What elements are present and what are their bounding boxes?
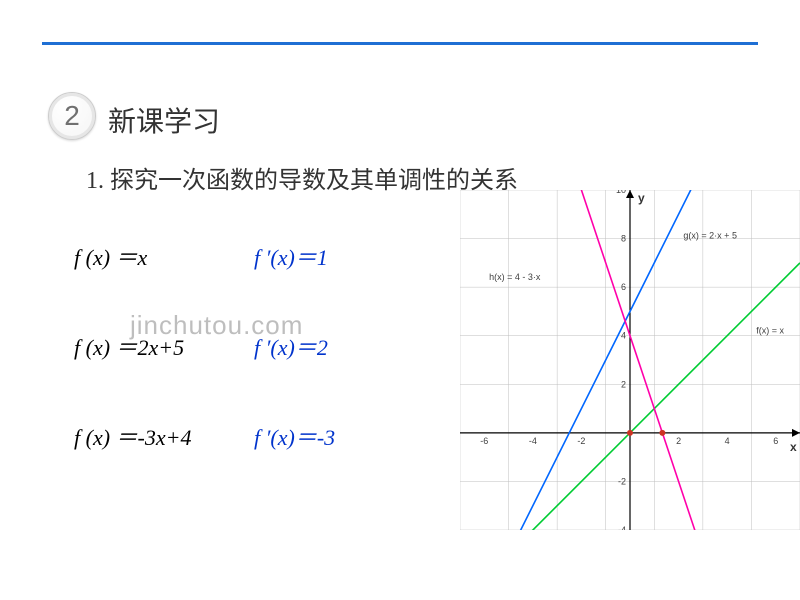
equation-list: f (x) ＝x f ′(x)＝1 f (x) ＝2x+5 f ′(x)＝2 f…: [74, 240, 434, 510]
equation-func: f (x) ＝-3x+4: [74, 420, 254, 452]
svg-text:h(x) = 4 - 3·x: h(x) = 4 - 3·x: [489, 272, 541, 282]
section-title: 新课学习: [108, 100, 220, 140]
svg-text:6: 6: [773, 436, 778, 446]
svg-text:-6: -6: [480, 436, 488, 446]
svg-text:y: y: [638, 191, 645, 205]
header-divider: [42, 42, 758, 45]
equation-deriv: f ′(x)＝1: [254, 240, 328, 272]
svg-text:8: 8: [621, 234, 626, 244]
equation-func: f (x) ＝2x+5: [74, 330, 254, 362]
equation-row: f (x) ＝2x+5 f ′(x)＝2: [74, 330, 434, 362]
svg-text:x: x: [790, 440, 797, 454]
svg-text:2: 2: [621, 379, 626, 389]
svg-text:2: 2: [676, 436, 681, 446]
section-number-badge: 2: [48, 92, 96, 140]
equation-deriv: f ′(x)＝-3: [254, 420, 335, 452]
svg-text:4: 4: [621, 331, 626, 341]
section-number: 2: [64, 100, 80, 132]
svg-text:6: 6: [621, 282, 626, 292]
svg-text:f(x) = x: f(x) = x: [756, 325, 784, 335]
svg-text:4: 4: [725, 436, 730, 446]
equation-deriv: f ′(x)＝2: [254, 330, 328, 362]
equation-row: f (x) ＝-3x+4 f ′(x)＝-3: [74, 420, 434, 452]
svg-text:-2: -2: [577, 436, 585, 446]
svg-text:-2: -2: [618, 476, 626, 486]
svg-text:g(x) = 2·x + 5: g(x) = 2·x + 5: [683, 231, 737, 241]
svg-text:-4: -4: [618, 525, 626, 530]
svg-text:-4: -4: [529, 436, 537, 446]
equation-row: f (x) ＝x f ′(x)＝1: [74, 240, 434, 272]
linear-functions-chart: -6 -4 -2 2 4 6 -4 -2 2 4 6 8 10 x y f(x) = x g(x) = 2·x …: [460, 190, 800, 530]
subtitle: 1. 探究一次函数的导数及其单调性的关系: [86, 160, 518, 195]
svg-text:10: 10: [616, 190, 626, 195]
equation-func: f (x) ＝x: [74, 240, 254, 272]
